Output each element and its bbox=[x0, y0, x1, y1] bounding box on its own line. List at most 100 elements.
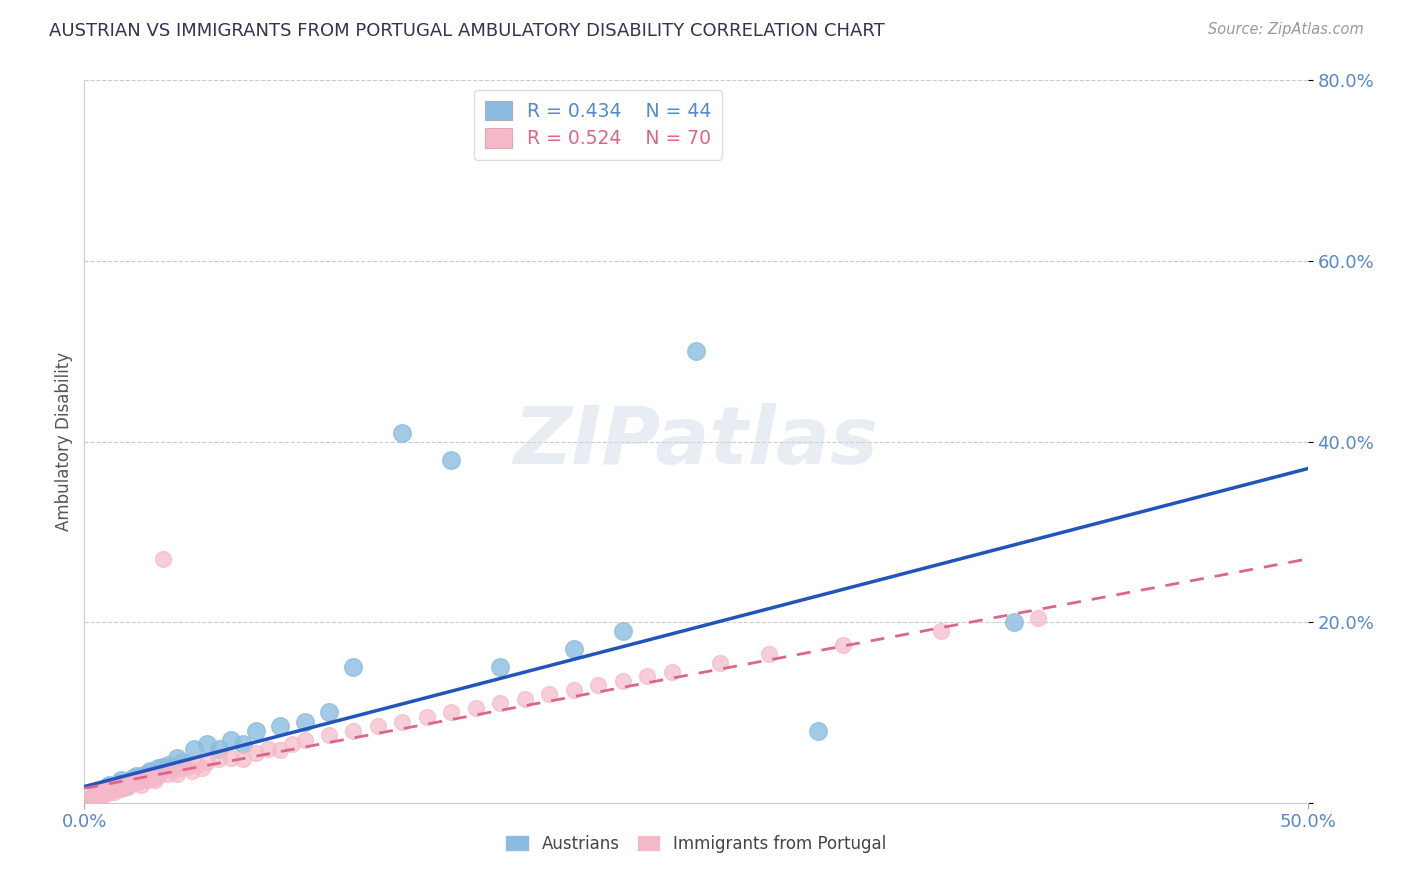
Point bbox=[117, 780, 139, 794]
Point bbox=[176, 760, 198, 774]
Point bbox=[122, 773, 145, 788]
Point bbox=[112, 780, 135, 794]
Point bbox=[93, 785, 115, 799]
Point bbox=[139, 769, 162, 783]
Text: ZIPatlas: ZIPatlas bbox=[513, 402, 879, 481]
Y-axis label: Ambulatory Disability: Ambulatory Disability bbox=[55, 352, 73, 531]
Point bbox=[281, 737, 304, 751]
Point bbox=[97, 780, 120, 794]
Point bbox=[612, 673, 634, 688]
Point bbox=[127, 773, 149, 788]
Point bbox=[538, 687, 561, 701]
Point bbox=[115, 778, 138, 792]
Point bbox=[83, 787, 105, 801]
Point bbox=[489, 660, 512, 674]
Point bbox=[318, 706, 340, 720]
Point bbox=[135, 767, 157, 781]
Point bbox=[294, 732, 316, 747]
Point bbox=[257, 741, 280, 756]
Point bbox=[562, 642, 585, 657]
Point bbox=[636, 669, 658, 683]
Point bbox=[110, 782, 132, 797]
Point bbox=[489, 697, 512, 711]
Point bbox=[186, 757, 208, 772]
Point bbox=[122, 771, 145, 785]
Point bbox=[162, 762, 184, 776]
Point bbox=[152, 760, 174, 774]
Point bbox=[166, 750, 188, 764]
Point bbox=[86, 789, 108, 803]
Point bbox=[367, 719, 389, 733]
Point bbox=[96, 787, 118, 801]
Point bbox=[143, 773, 166, 788]
Point bbox=[156, 767, 179, 781]
Point bbox=[342, 723, 364, 738]
Point bbox=[135, 771, 157, 785]
Point bbox=[142, 771, 165, 785]
Point bbox=[97, 782, 120, 797]
Point bbox=[77, 791, 100, 805]
Point bbox=[152, 552, 174, 566]
Point bbox=[110, 773, 132, 788]
Point bbox=[107, 776, 129, 790]
Point bbox=[162, 764, 184, 779]
Point bbox=[195, 737, 218, 751]
Point bbox=[219, 732, 242, 747]
Legend: Austrians, Immigrants from Portugal: Austrians, Immigrants from Portugal bbox=[499, 828, 893, 860]
Point bbox=[127, 773, 149, 788]
Point bbox=[146, 762, 169, 776]
Point bbox=[245, 723, 267, 738]
Point bbox=[90, 787, 112, 801]
Point bbox=[513, 692, 536, 706]
Point bbox=[464, 701, 486, 715]
Point bbox=[562, 682, 585, 697]
Point bbox=[97, 778, 120, 792]
Point bbox=[208, 752, 231, 766]
Point bbox=[87, 789, 110, 803]
Point bbox=[440, 706, 463, 720]
Point bbox=[269, 719, 291, 733]
Point bbox=[117, 776, 139, 790]
Point bbox=[172, 755, 194, 769]
Point bbox=[139, 764, 162, 779]
Point bbox=[107, 780, 129, 794]
Point bbox=[245, 746, 267, 760]
Point bbox=[318, 728, 340, 742]
Point bbox=[181, 764, 204, 779]
Point bbox=[112, 778, 135, 792]
Point bbox=[80, 789, 103, 803]
Text: Source: ZipAtlas.com: Source: ZipAtlas.com bbox=[1208, 22, 1364, 37]
Point bbox=[1028, 610, 1050, 624]
Point bbox=[232, 737, 254, 751]
Point bbox=[342, 660, 364, 674]
Point bbox=[93, 785, 115, 799]
Point bbox=[80, 791, 103, 805]
Point bbox=[807, 723, 830, 738]
Point bbox=[294, 714, 316, 729]
Point bbox=[661, 665, 683, 679]
Point bbox=[120, 773, 142, 788]
Point bbox=[86, 785, 108, 799]
Point bbox=[105, 778, 128, 792]
Point bbox=[142, 769, 165, 783]
Point bbox=[758, 647, 780, 661]
Point bbox=[90, 787, 112, 801]
Point bbox=[103, 785, 125, 799]
Point bbox=[129, 778, 152, 792]
Point bbox=[125, 776, 148, 790]
Point bbox=[269, 743, 291, 757]
Point bbox=[195, 755, 218, 769]
Point bbox=[120, 776, 142, 790]
Point bbox=[612, 624, 634, 639]
Point bbox=[831, 638, 853, 652]
Point bbox=[146, 769, 169, 783]
Point bbox=[685, 344, 707, 359]
Point bbox=[232, 752, 254, 766]
Point bbox=[136, 773, 159, 788]
Point bbox=[391, 714, 413, 729]
Point bbox=[132, 773, 155, 788]
Point bbox=[100, 782, 122, 797]
Point bbox=[115, 776, 138, 790]
Point bbox=[416, 710, 439, 724]
Point bbox=[156, 757, 179, 772]
